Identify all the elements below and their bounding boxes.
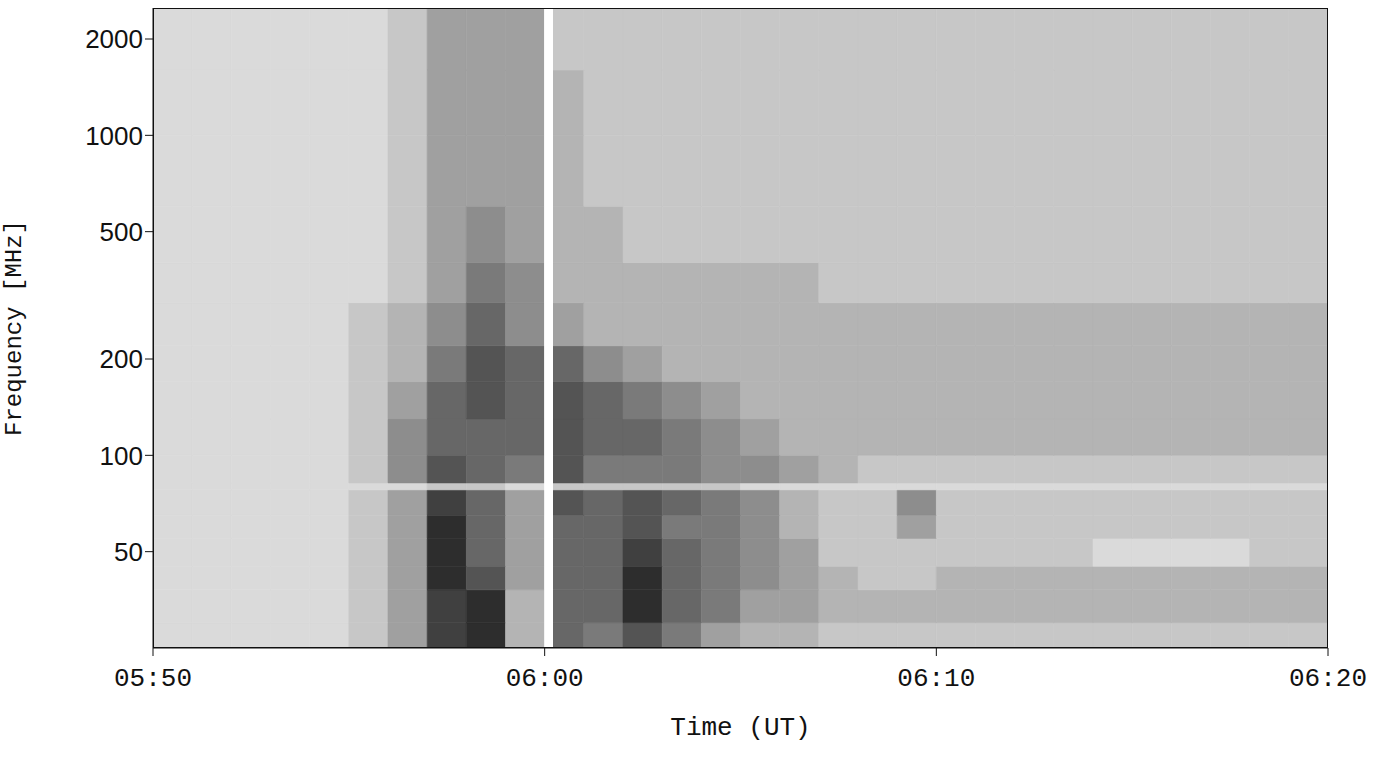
svg-text:06:00: 06:00 (506, 664, 584, 694)
svg-text:06:20: 06:20 (1289, 664, 1367, 694)
svg-text:2000: 2000 (85, 24, 143, 54)
svg-text:06:10: 06:10 (897, 664, 975, 694)
svg-text:500: 500 (100, 217, 143, 247)
svg-text:05:50: 05:50 (114, 664, 192, 694)
svg-text:Time (UT): Time (UT) (670, 713, 810, 743)
svg-text:50: 50 (114, 537, 143, 567)
svg-text:200: 200 (100, 344, 143, 374)
svg-text:1000: 1000 (85, 121, 143, 151)
svg-text:100: 100 (100, 441, 143, 471)
svg-text:Frequency [MHz]: Frequency [MHz] (1, 220, 28, 436)
